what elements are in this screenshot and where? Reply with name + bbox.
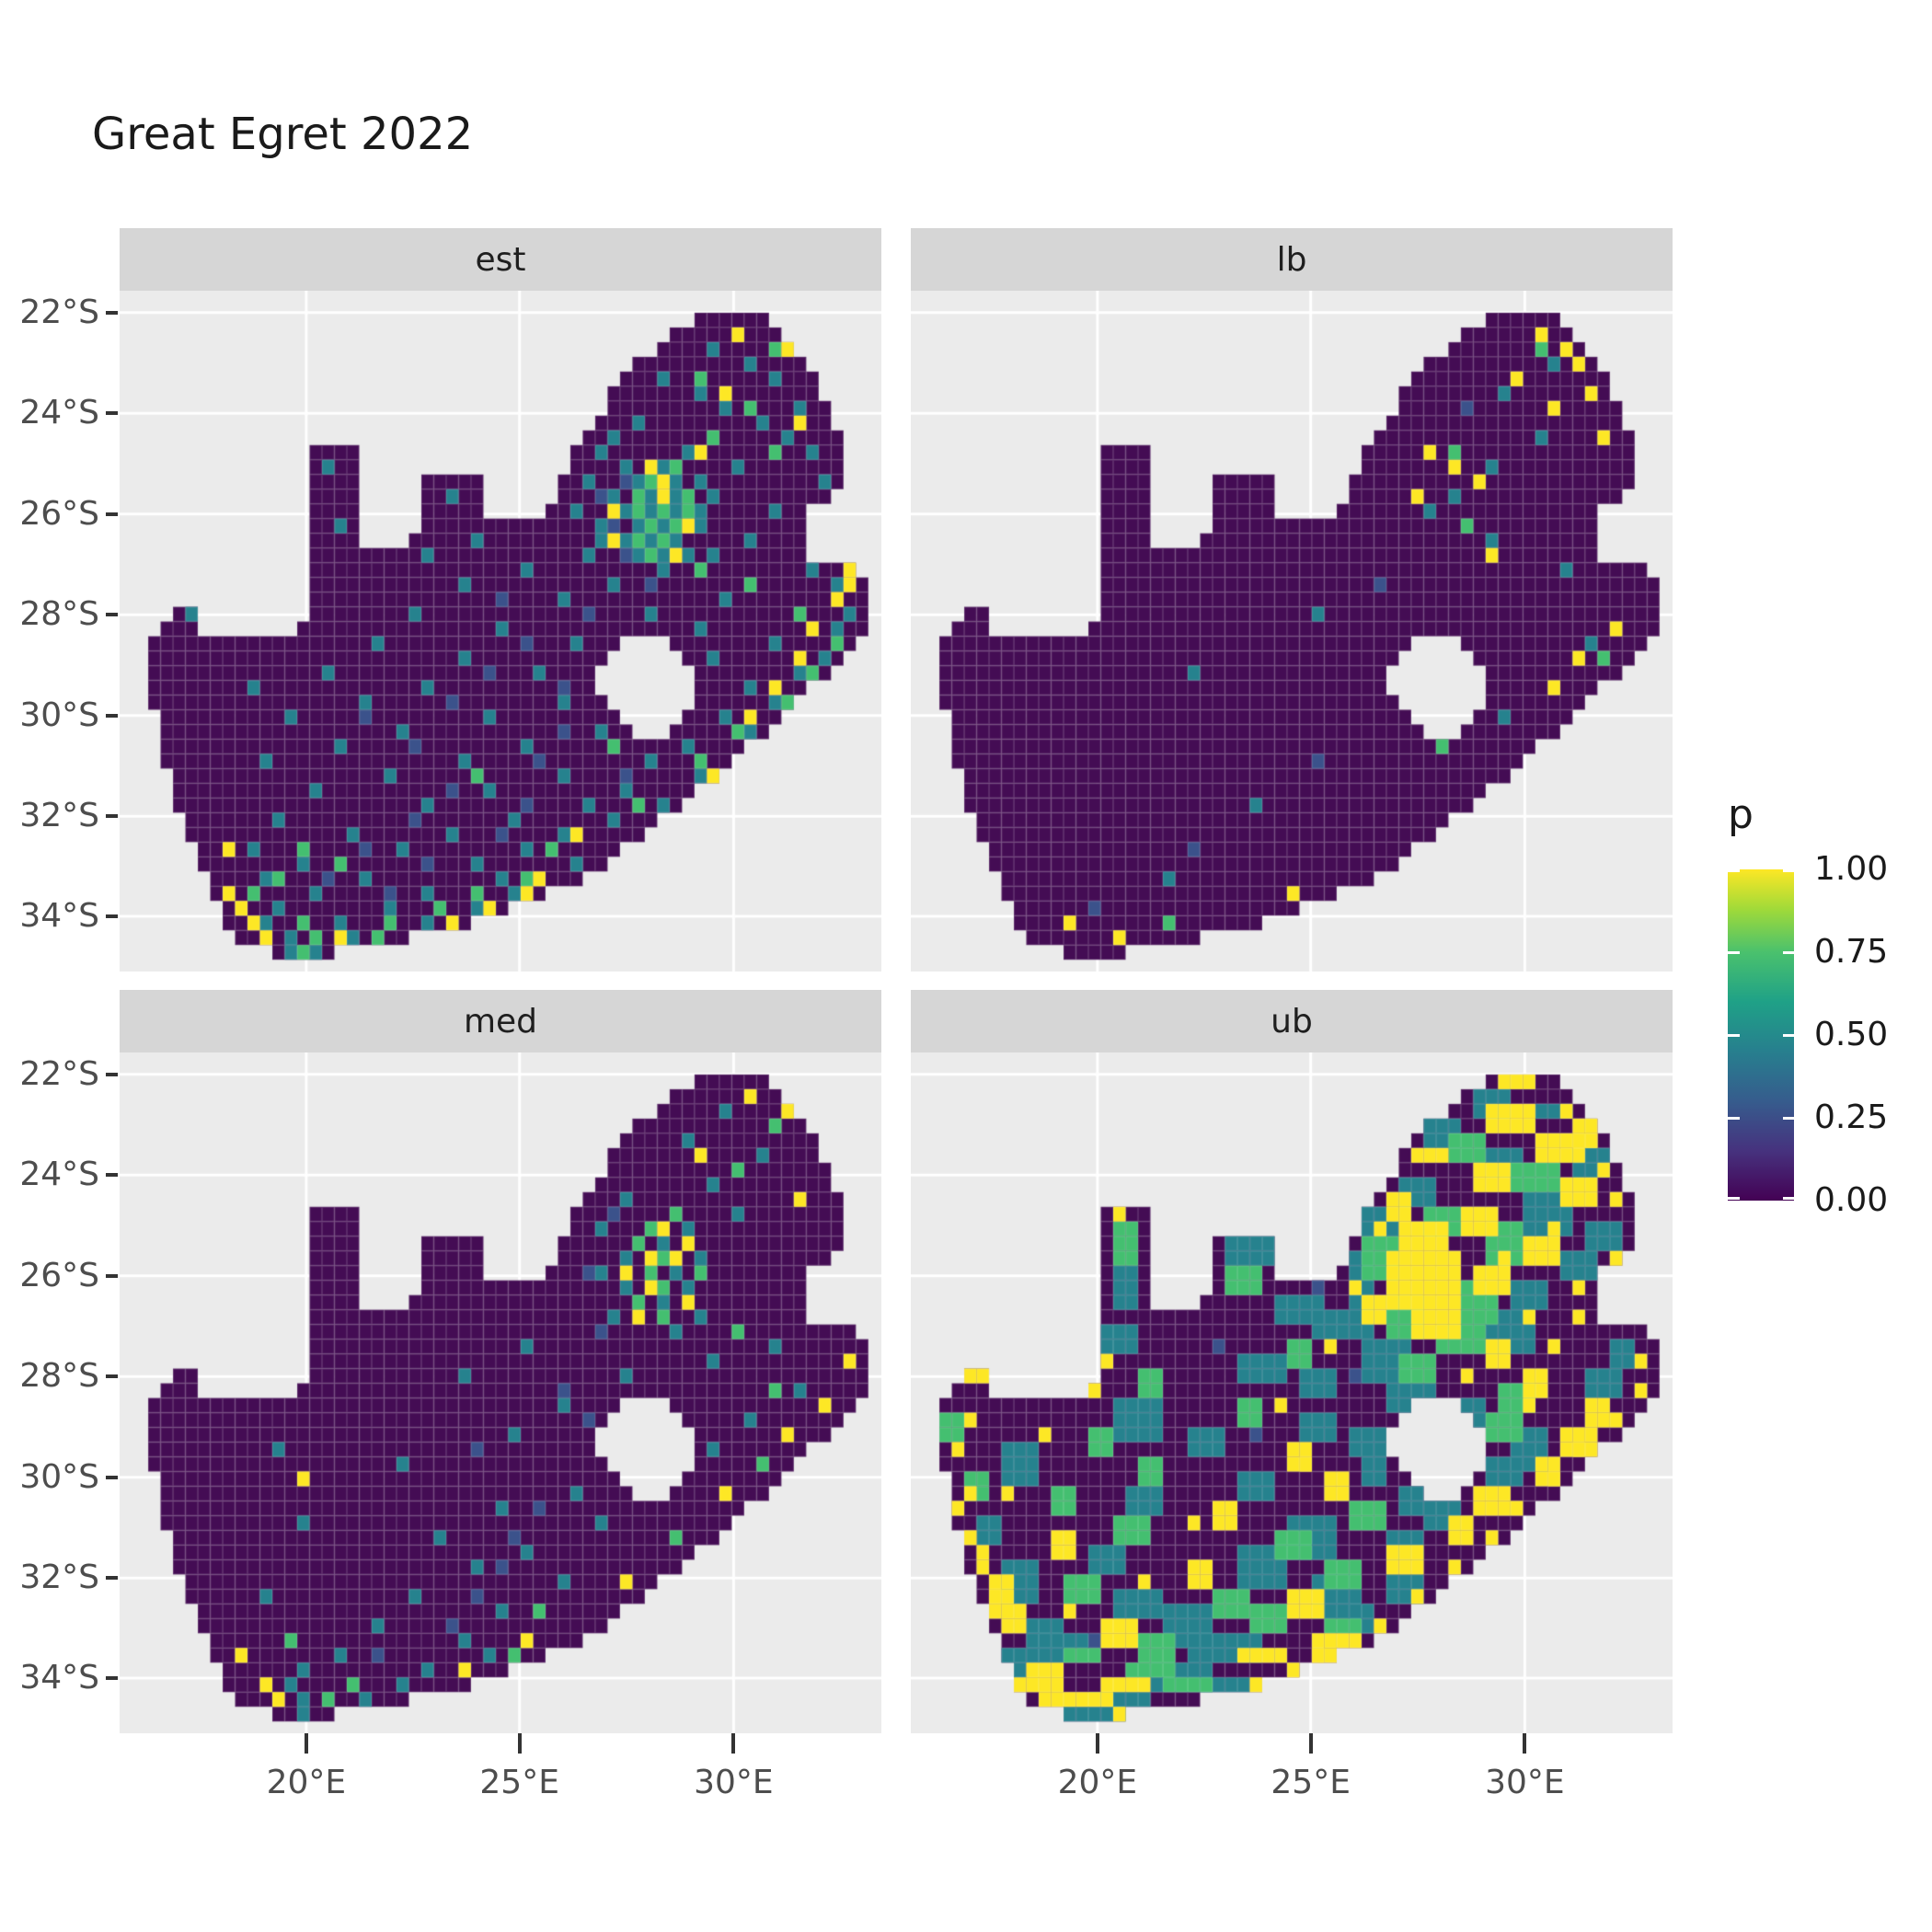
y-axis-tick-label: 30°S [19,696,99,734]
y-axis-tick-label: 28°S [19,1357,99,1396]
y-axis-tick-label: 34°S [19,1659,99,1697]
y-axis-tick [106,310,118,315]
x-axis-tick [1308,1733,1313,1754]
facet-strip-ub: ub [911,990,1673,1052]
legend-tick [1728,869,1740,872]
y-axis-tick [106,1273,118,1278]
x-axis-tick [304,1733,308,1754]
legend-title: p [1728,791,1754,838]
x-axis-tick [517,1733,522,1754]
legend-tick-label: 0.25 [1814,1098,1889,1136]
facet-strip-label: ub [1271,1002,1313,1041]
y-axis-tick [106,1173,118,1178]
legend-tick-label: 0.50 [1814,1016,1889,1053]
x-axis-tick-label: 20°E [1057,1764,1138,1801]
facet-map-med [120,1052,881,1733]
x-axis-tick [1523,1733,1527,1754]
legend-tick [1783,1117,1795,1120]
plot-title: Great Egret 2022 [92,109,474,160]
legend-tick-label: 0.00 [1814,1181,1889,1219]
y-axis-tick-label: 32°S [19,797,99,835]
y-axis-tick [106,1475,118,1479]
y-axis-tick [106,1072,118,1076]
legend-tick [1783,1197,1795,1200]
x-axis-tick [731,1733,736,1754]
y-axis-tick [106,914,118,919]
y-axis-tick-label: 26°S [19,1256,99,1294]
facet-map-lb [911,291,1673,972]
x-axis-tick [1095,1733,1099,1754]
y-axis-tick [106,1576,118,1581]
y-axis-tick-label: 24°S [19,1156,99,1194]
legend-tick [1728,1117,1740,1120]
x-axis-tick-label: 30°E [1485,1764,1565,1801]
y-axis-tick [106,411,118,416]
y-axis-tick [106,713,118,718]
y-axis-tick-label: 30°S [19,1457,99,1496]
y-axis-tick-label: 28°S [19,595,99,634]
facet-map-est [120,291,881,972]
y-axis-tick [106,512,118,516]
y-axis-tick-label: 22°S [19,1054,99,1093]
x-axis-tick-label: 30°E [694,1764,774,1801]
legend-tick [1728,951,1740,954]
x-axis-tick-label: 25°E [479,1764,559,1801]
legend-tick [1783,1034,1795,1037]
legend-tick [1728,1034,1740,1037]
legend-tick [1783,951,1795,954]
facet-strip-med: med [120,990,881,1052]
y-axis-tick-label: 24°S [19,394,99,432]
y-axis-tick [106,1374,118,1379]
facet-strip-label: lb [1276,240,1307,279]
facet-strip-label: est [475,240,526,279]
facet-strip-label: med [463,1002,538,1041]
y-axis-tick-label: 32°S [19,1558,99,1597]
x-axis-tick-label: 20°E [266,1764,347,1801]
x-axis-tick-label: 25°E [1271,1764,1351,1801]
y-axis-tick-label: 22°S [19,293,99,331]
y-axis-tick [106,814,118,819]
y-axis-tick-label: 34°S [19,897,99,936]
y-axis-tick [106,613,118,617]
facet-map-ub [911,1052,1673,1733]
legend-tick [1783,869,1795,872]
legend-tick [1728,1197,1740,1200]
legend-tick-label: 0.75 [1814,933,1889,971]
facet-strip-lb: lb [911,228,1673,291]
facet-strip-est: est [120,228,881,291]
y-axis-tick-label: 26°S [19,494,99,533]
y-axis-tick [106,1676,118,1681]
legend-tick-label: 1.00 [1814,850,1889,888]
